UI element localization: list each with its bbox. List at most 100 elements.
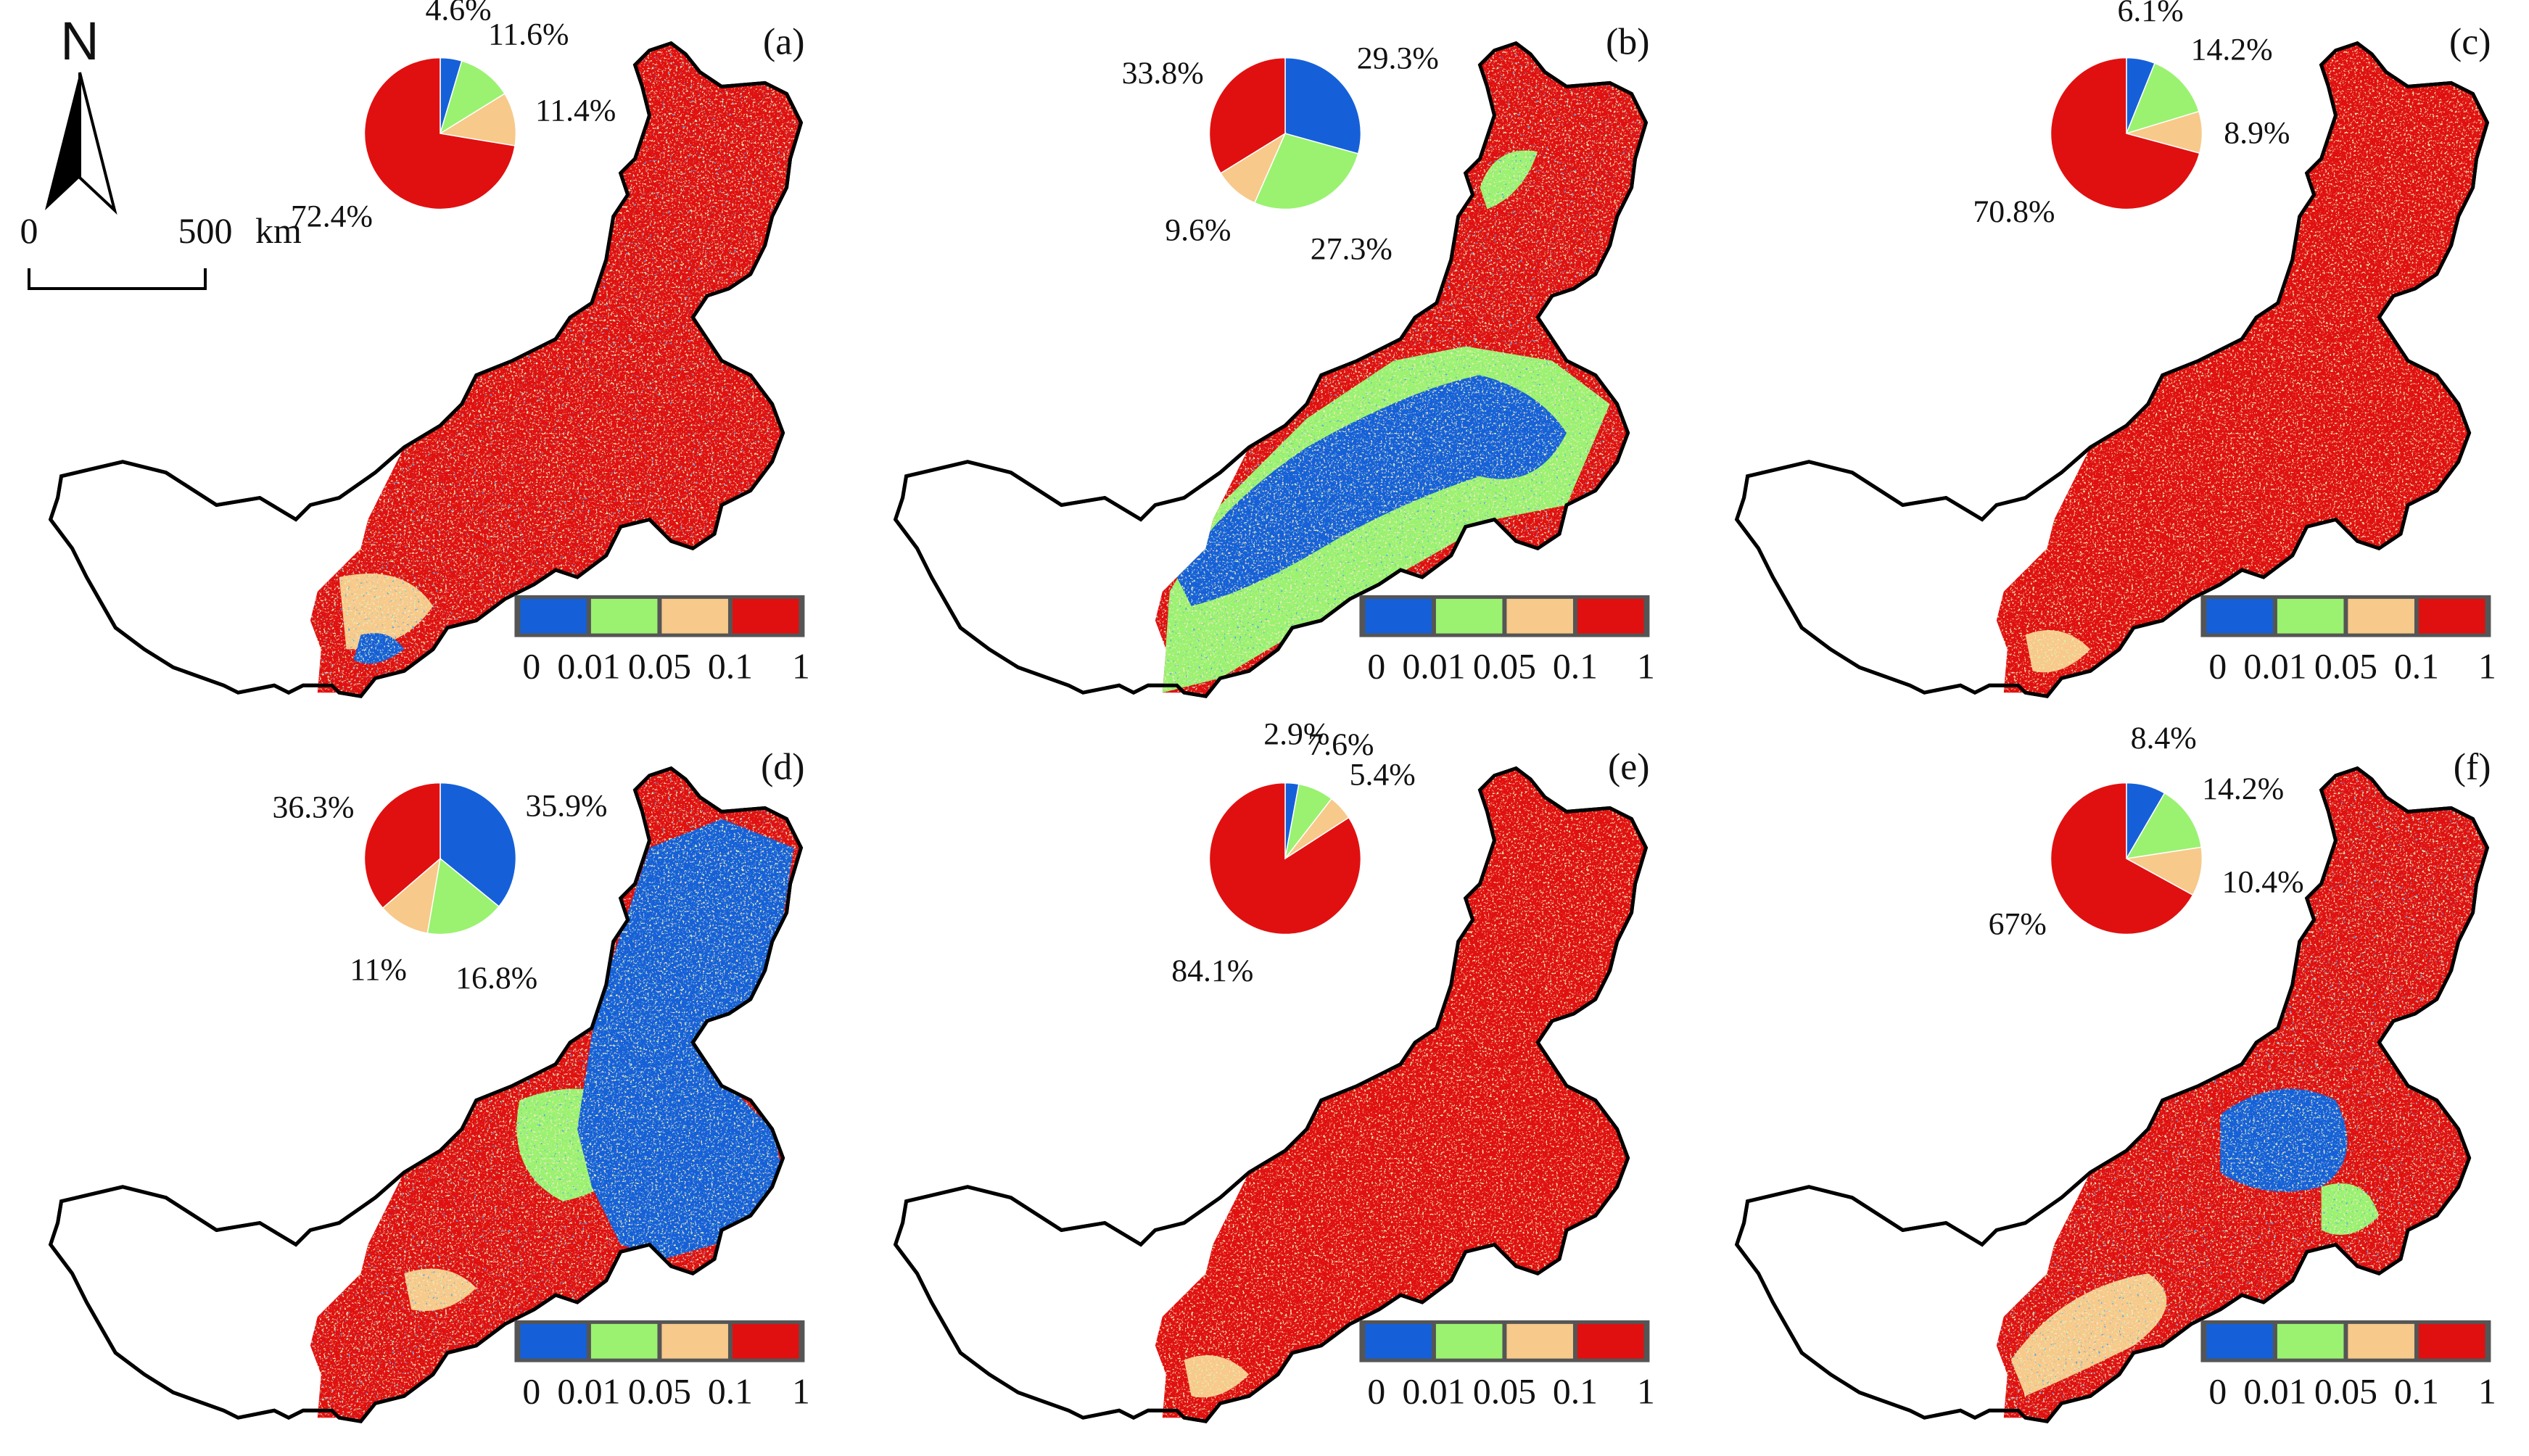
panel-c-legend-tick: 0 <box>2208 646 2227 686</box>
panel-f-legend-swatch <box>2206 1323 2273 1359</box>
north-arrow: N <box>45 11 117 215</box>
north-letter: N <box>60 11 99 71</box>
panel-b-legend: 0 0.01 0.05 0.1 1 <box>1359 595 1655 686</box>
scale-bar: 0 500 km <box>20 210 302 290</box>
panel-a-legend-tick: 0 <box>522 646 540 686</box>
panel-b-pie-label: 9.6% <box>1165 212 1231 247</box>
panel-f-legend-swatch <box>2277 1323 2344 1359</box>
panel-f-legend-tick: 0.01 <box>2243 1371 2306 1411</box>
panel-d-pie-label: 16.8% <box>455 961 537 996</box>
panel-a-label: (a) <box>763 22 804 63</box>
scale-bar-line <box>28 268 207 290</box>
panel-f-legend: 0 0.01 0.05 0.1 1 <box>2200 1320 2496 1411</box>
panel-d: (d) 35.9% 16.8% 11% 36.3% 0 0.01 0.05 0.1 1 <box>0 747 810 1447</box>
panel-c-legend-tick: 0.1 <box>2394 646 2439 686</box>
panel-f-legend-tick: 0 <box>2208 1371 2227 1411</box>
panel-e-legend: 0 0.01 0.05 0.1 1 <box>1359 1320 1655 1411</box>
panel-e-pie-label: 5.4% <box>1350 757 1416 792</box>
panel-d-pie-slice <box>363 782 441 909</box>
panel-c-legend-swatch <box>2418 598 2485 634</box>
panel-a-pie-label: 4.6% <box>425 0 491 28</box>
panel-b-legend-tick: 0.05 <box>1473 646 1536 686</box>
panel-e-legend-swatch <box>1365 1323 1432 1359</box>
panel-e-legend-swatch <box>1435 1323 1503 1359</box>
panel-b-legend-tick: 1 <box>1637 646 1655 686</box>
panel-f-legend-tick: 1 <box>2478 1371 2496 1411</box>
panel-b-legend-tick: 0 <box>1367 646 1385 686</box>
panel-b-pie-label: 29.3% <box>1357 41 1439 76</box>
panel-a-pie-slice <box>438 93 517 146</box>
panel-d-pie-label: 35.9% <box>525 788 607 823</box>
panel-f-legend-swatch <box>2348 1323 2414 1359</box>
panel-c-pie-chart: 6.1%14.2% 8.9% 70.8% <box>1973 0 2290 229</box>
panel-c-legend-swatch <box>2206 598 2273 634</box>
panel-d-pie-slice <box>381 857 442 934</box>
panel-a-legend-swatch <box>590 598 658 634</box>
panel-a-pie-slice <box>439 60 506 135</box>
panel-d-legend-swatch <box>661 1323 728 1359</box>
panel-e-legend-swatch <box>1577 1323 1644 1359</box>
panel-b-legend-swatch <box>1435 598 1503 634</box>
panel-d-pie-chart: 35.9% 16.8% 11% 36.3% <box>272 782 608 996</box>
panel-f-pie-slice <box>2125 792 2203 860</box>
panel-e-pie-label: 7.6% <box>1308 727 1374 762</box>
scale-bar-start: 0 <box>20 210 38 251</box>
panel-d-pie-slice <box>440 782 517 908</box>
panel-d-label: (d) <box>761 747 804 788</box>
panel-a-legend: 0 0.01 0.05 0.1 1 <box>514 595 810 686</box>
panel-c-label: (c) <box>2449 22 2491 63</box>
panel-f-legend-tick: 0.05 <box>2314 1371 2377 1411</box>
panel-b-legend-tick: 0.1 <box>1553 646 1598 686</box>
panel-d-legend-tick: 1 <box>792 1371 810 1411</box>
panel-f-pie-label: 10.4% <box>2222 864 2304 899</box>
panel-e-label: (e) <box>1608 747 1649 788</box>
panel-a-pie-label: 11.6% <box>488 17 569 52</box>
panel-c-legend-tick: 0.05 <box>2314 646 2377 686</box>
panel-a-legend-tick: 0.1 <box>708 646 753 686</box>
panel-b-legend-swatch <box>1577 598 1644 634</box>
panel-c-pie-label: 14.2% <box>2191 32 2273 67</box>
panel-b-pie-slice <box>1253 133 1359 210</box>
panel-a-pie-slice <box>363 57 516 210</box>
panel-b-label: (b) <box>1606 22 1649 63</box>
panel-f-pie-chart: 8.4%14.2% 10.4% 67% <box>1989 721 2304 942</box>
scale-bar-end: 500 <box>178 210 233 251</box>
panel-c-legend-tick: 1 <box>2478 646 2496 686</box>
panel-b-legend-tick: 0.01 <box>1402 646 1465 686</box>
panel-c-pie-label: 70.8% <box>1973 194 2055 229</box>
panel-a: (a) 4.6%11.6% 11.4% 72.4% 0 0.01 0.05 0.1 1 <box>0 0 810 721</box>
panel-e-legend-tick: 0.05 <box>1473 1371 1536 1411</box>
panel-f: (f) 8.4%14.2% 10.4% 67% 0 0.01 0.05 0.1 1 <box>1686 721 2496 1447</box>
panel-c-pie-label: 8.9% <box>2224 115 2290 150</box>
north-arrow-left-half <box>45 73 80 210</box>
panel-d-legend-swatch <box>590 1323 658 1359</box>
panel-f-pie-slice <box>2050 782 2194 935</box>
panel-d-legend-tick: 0.1 <box>708 1371 753 1411</box>
panel-a-legend-swatch <box>661 598 728 634</box>
panel-d-legend-tick: 0.01 <box>557 1371 620 1411</box>
panel-e-legend-tick: 0.1 <box>1553 1371 1598 1411</box>
north-arrow-right-half <box>78 72 117 215</box>
panel-f-pie-label: 14.2% <box>2202 772 2284 806</box>
panel-b-pie-label: 33.8% <box>1122 56 1204 91</box>
panel-e-pie-slice <box>1208 782 1362 935</box>
panel-c-pie-slice <box>2125 62 2200 135</box>
panel-c-legend: 0 0.01 0.05 0.1 1 <box>2200 595 2496 686</box>
panel-a-pie-label: 11.4% <box>535 93 616 128</box>
panel-d-legend: 0 0.01 0.05 0.1 1 <box>514 1320 810 1411</box>
panel-b-pie-chart: 29.3% 27.3% 9.6% 33.8% <box>1122 41 1439 267</box>
panel-b: (b) 29.3% 27.3% 9.6% 33.8% 0 0.01 0.05 0.1 1 <box>845 22 1655 721</box>
panel-c-legend-swatch <box>2277 598 2344 634</box>
panel-e-legend-tick: 0.01 <box>1402 1371 1465 1411</box>
panel-e-pie-label: 2.9% <box>1263 717 1329 752</box>
panel-a-legend-swatch <box>732 598 799 634</box>
panel-b-pie-slice <box>1208 57 1286 174</box>
panel-d-pie-slice <box>426 857 500 935</box>
scale-bar-unit: km <box>255 210 302 251</box>
panel-f-pie-label: 8.4% <box>2131 721 2197 756</box>
panel-c-pie-label: 6.1% <box>2118 0 2184 28</box>
panel-e-legend-swatch <box>1506 1323 1573 1359</box>
panel-e-pie-label: 84.1% <box>1171 954 1253 988</box>
panel-f-pie-label: 67% <box>1989 907 2047 942</box>
